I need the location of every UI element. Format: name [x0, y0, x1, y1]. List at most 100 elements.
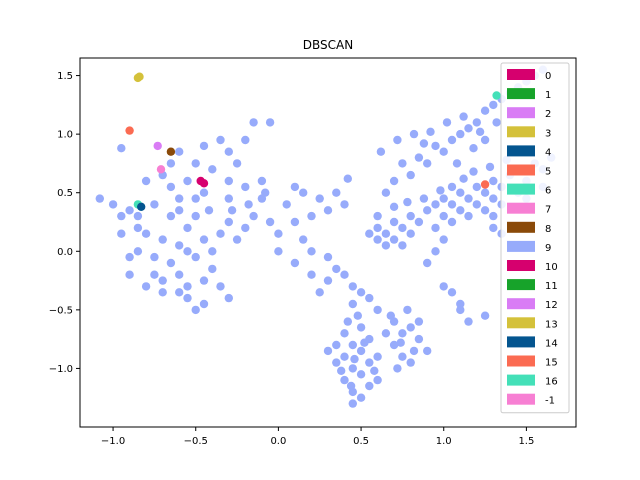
point-cluster-9-29	[117, 211, 126, 221]
point-cluster-9-206	[376, 147, 386, 156]
point-cluster-9-115	[373, 375, 382, 385]
point-cluster-9-120	[350, 354, 359, 364]
legend-swatch-4	[507, 145, 535, 157]
point-cluster-9-85	[356, 288, 366, 297]
point-cluster-9-78	[290, 258, 300, 268]
point-cluster-9-64	[175, 206, 184, 215]
point-cluster-9-117	[353, 311, 362, 320]
point-cluster-9-51	[199, 299, 209, 309]
point-cluster-6-1	[492, 91, 501, 100]
point-cluster-9-20	[216, 282, 225, 291]
point-cluster-9-188	[398, 159, 407, 168]
point-cluster-9-214	[452, 159, 462, 168]
point-cluster-9-216	[469, 144, 478, 153]
point-cluster-9-75	[307, 211, 316, 221]
point-cluster-9-76	[290, 217, 300, 227]
legend-swatch-8	[507, 221, 535, 233]
point-cluster-9-189	[406, 170, 415, 180]
point-cluster-9-111	[356, 323, 366, 332]
point-cluster-9-220	[389, 202, 399, 211]
legend-label-15: 15	[545, 358, 558, 369]
point-cluster-9-57	[150, 200, 159, 209]
point-cluster-9-119	[360, 338, 369, 347]
point-cluster-9-179	[459, 174, 468, 183]
point-cluster-9-49	[265, 118, 275, 127]
point-cluster-9-211	[459, 112, 468, 121]
legend-label-12: 12	[545, 300, 558, 311]
point-cluster-9-9	[175, 270, 184, 279]
point-cluster-9-107	[356, 393, 366, 402]
plot-frame	[79, 57, 577, 428]
point-cluster-9-113	[332, 340, 341, 350]
x-tick-label: 0.0	[270, 436, 286, 447]
legend-swatch--1	[507, 393, 535, 405]
legend-label-0: 0	[545, 71, 551, 82]
point-cluster-9-229	[431, 247, 440, 256]
legend-swatch-5	[507, 164, 535, 176]
point-cluster-9-121	[337, 366, 346, 375]
point-cluster-9-132	[393, 364, 402, 373]
point-cluster-5-1	[480, 180, 490, 189]
point-cluster-9-192	[431, 141, 440, 151]
point-cluster-9-180	[447, 182, 457, 192]
x-tick-label: −1.0	[101, 436, 125, 447]
point-cluster-9-1	[175, 241, 184, 250]
x-tick-label: 0.5	[353, 436, 369, 447]
point-cluster-9-84	[348, 282, 357, 291]
point-cluster-9-30	[133, 247, 143, 256]
point-cluster-9-27	[108, 200, 118, 209]
point-cluster-9-145	[381, 241, 391, 250]
point-cluster-9-32	[166, 182, 176, 192]
legend-swatch-11	[507, 279, 535, 291]
point-cluster-9-233	[489, 211, 498, 221]
point-cluster-9-101	[365, 358, 374, 367]
legend-swatch-1	[507, 88, 535, 100]
point-cluster-9-134	[403, 305, 412, 315]
point-cluster-9-86	[365, 293, 374, 303]
legend-label-11: 11	[545, 281, 558, 292]
point-cluster-9-103	[356, 370, 366, 379]
legend-swatch-15	[507, 355, 535, 367]
point-cluster-9-100	[340, 352, 349, 361]
point-cluster-9-197	[472, 118, 481, 127]
point-cluster-9-213	[492, 118, 501, 127]
legend-swatch-6	[507, 183, 535, 195]
y-axis: −1.0 −0.5 0.0 0.5 1.0 1.5	[49, 71, 80, 375]
point-cluster-9-212	[475, 127, 485, 136]
legend-label-16: 16	[545, 377, 558, 388]
legend-label-3: 3	[545, 128, 551, 139]
point-cluster-9-138	[396, 338, 405, 347]
point-cluster-9-199	[489, 100, 498, 110]
point-cluster-9-34	[199, 188, 209, 197]
point-cluster-9-90	[299, 235, 308, 244]
point-cluster-9-170	[489, 194, 498, 203]
point-cluster-3-1	[135, 72, 144, 81]
point-cluster-9-173	[464, 211, 473, 221]
point-cluster-9-16	[208, 264, 217, 274]
point-cluster-9-15	[166, 211, 176, 221]
point-cluster-9-89	[307, 247, 316, 256]
point-cluster-9-3	[199, 235, 209, 244]
point-cluster-9-52	[175, 288, 184, 297]
point-cluster-9-24	[249, 211, 258, 221]
point-cluster-9-58	[141, 176, 151, 186]
point-cluster-9-142	[398, 223, 407, 233]
point-cluster-9-191	[423, 159, 432, 168]
point-cluster-9-194	[447, 135, 457, 145]
point-cluster-9-116	[348, 399, 357, 408]
point-cluster-9-46	[199, 141, 209, 151]
point-cluster-9-12	[199, 276, 209, 285]
point-cluster-9-66	[227, 206, 237, 215]
point-cluster-9-22	[175, 194, 184, 203]
point-cluster-9-63	[150, 270, 159, 279]
point-cluster-9-133	[386, 311, 395, 320]
point-cluster-9-110	[340, 329, 349, 338]
point-cluster-9-169	[472, 200, 481, 209]
point-cluster-9-140	[381, 229, 391, 238]
legend-label-4: 4	[545, 147, 551, 158]
point-cluster-9-73	[332, 188, 341, 197]
point-cluster-9-19	[158, 276, 167, 285]
legend-swatch-14	[507, 336, 535, 348]
legend-swatch-16	[507, 374, 535, 386]
point-cluster-9-54	[158, 288, 167, 297]
